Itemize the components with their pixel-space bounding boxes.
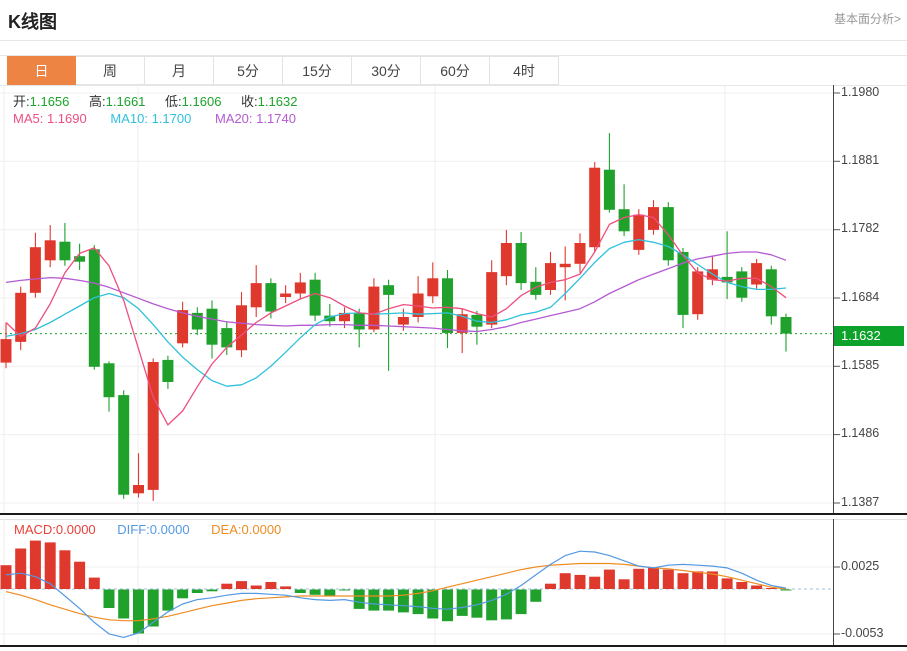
ma10-legend: MA10: 1.1700 [110,111,192,126]
page-title: K线图 [8,12,57,32]
ma20-legend: MA20: 1.1740 [214,111,296,126]
price-tick-3: 1.1684 [841,290,880,304]
macd-chart[interactable] [0,519,907,645]
close-value: 1.1632 [257,94,298,109]
macd-tick-0: 0.0025 [841,559,880,573]
macd-legend: MACD:0.0000 DIFF:0.0000 DEA:0.0000 [14,522,299,537]
tab-day[interactable]: 日 [7,56,76,85]
tab-15min[interactable]: 15分 [283,56,352,85]
price-tick-6: 1.1387 [841,495,880,509]
close-label: 收: [241,94,258,109]
ma5-legend: MA5: 1.1690 [13,111,87,126]
candlestick-chart[interactable] [0,85,907,515]
diff-value-legend: DIFF:0.0000 [117,522,190,537]
high-label: 高: [89,94,106,109]
high-value: 1.1661 [105,94,146,109]
open-value: 1.1656 [29,94,70,109]
dea-value-legend: DEA:0.0000 [211,522,282,537]
price-tick-5: 1.1486 [841,426,880,440]
tab-60min[interactable]: 60分 [421,56,490,85]
header-divider [0,40,907,41]
ma-legend: MA5: 1.1690 MA10: 1.1700 MA20: 1.1740 [13,111,316,126]
macd-value-legend: MACD:0.0000 [14,522,96,537]
fundamental-analysis-link[interactable]: 基本面分析> [833,12,901,26]
price-tick-2: 1.1782 [841,221,880,235]
price-tick-0: 1.1980 [841,85,880,99]
tab-5min[interactable]: 5分 [214,56,283,85]
last-price-tag: 1.1632 [834,326,904,346]
open-label: 开: [13,94,30,109]
macd-tick-1: -0.0053 [841,626,884,640]
panel-separator [0,513,907,515]
tab-30min[interactable]: 30分 [352,56,421,85]
low-value: 1.1606 [181,94,222,109]
tab-4hour[interactable]: 4时 [490,56,559,85]
low-label: 低: [165,94,182,109]
tabbar-top-line [0,55,907,56]
tab-week[interactable]: 周 [76,56,145,85]
ohlc-legend: 开:1.1656 高:1.1661 低:1.1606 收:1.1632 [13,91,313,110]
bottom-border [0,645,907,647]
price-tick-4: 1.1585 [841,358,880,372]
tab-month[interactable]: 月 [145,56,214,85]
chart-top-line [0,85,907,86]
price-tick-1: 1.1881 [841,153,880,167]
interval-tabbar: 日 周 月 5分 15分 30分 60分 4时 [7,56,559,85]
